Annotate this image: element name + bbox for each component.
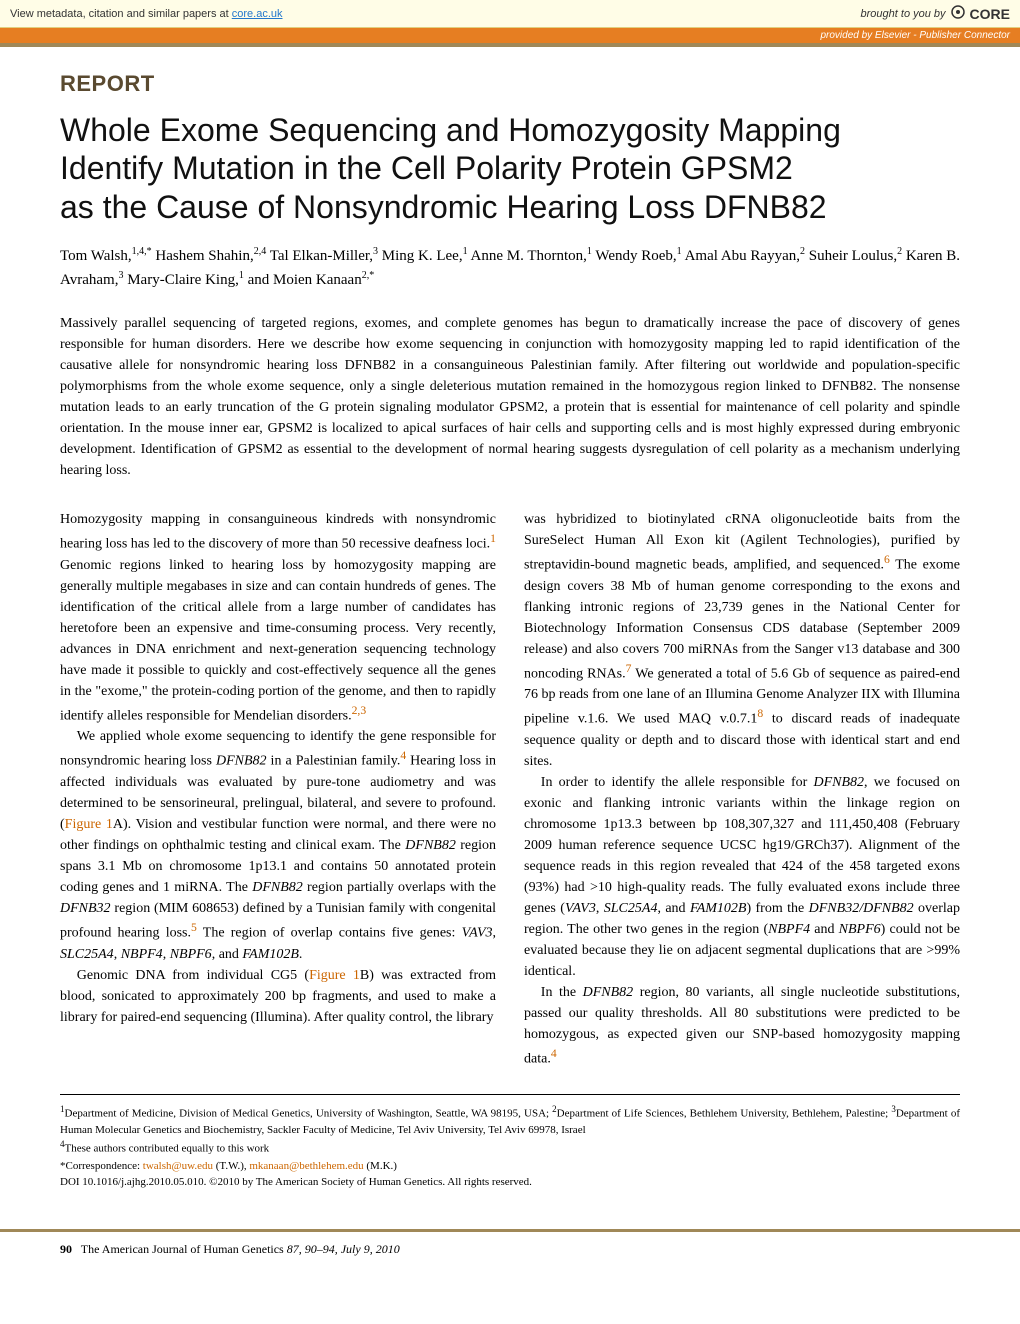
correspondence-email-2[interactable]: mkanaan@bethlehem.edu bbox=[249, 1160, 363, 1172]
metadata-text: View metadata, citation and similar pape… bbox=[10, 8, 232, 20]
equal-contribution: 4These authors contributed equally to th… bbox=[60, 1138, 960, 1157]
body-paragraph: Homozygosity mapping in consanguineous k… bbox=[60, 509, 496, 726]
author-list: Tom Walsh,1,4,* Hashem Shahin,2,4 Tal El… bbox=[60, 244, 960, 291]
core-logo-label: CORE bbox=[970, 6, 1010, 22]
core-banner: View metadata, citation and similar pape… bbox=[0, 0, 1020, 28]
volume-pages-date: 87, 90–94, July 9, 2010 bbox=[287, 1242, 400, 1256]
footnotes: 1Department of Medicine, Division of Med… bbox=[60, 1094, 960, 1191]
section-label: REPORT bbox=[60, 71, 960, 97]
column-right: was hybridized to biotinylated cRNA olig… bbox=[524, 509, 960, 1070]
provided-by-text: provided by Elsevier - Publisher Connect… bbox=[820, 30, 1010, 41]
core-banner-right: brought to you by CORE bbox=[861, 4, 1010, 23]
email1-suffix: (T.W.), bbox=[216, 1160, 250, 1172]
correspondence-email-1[interactable]: twalsh@uw.edu bbox=[143, 1160, 213, 1172]
title-line-3: as the Cause of Nonsyndromic Hearing Los… bbox=[60, 189, 827, 225]
paper-frame: REPORT Whole Exome Sequencing and Homozy… bbox=[0, 43, 1020, 1211]
abstract: Massively parallel sequencing of targete… bbox=[60, 313, 960, 481]
body-paragraph: was hybridized to biotinylated cRNA olig… bbox=[524, 509, 960, 772]
body-paragraph: In order to identify the allele responsi… bbox=[524, 772, 960, 982]
page-number: 90 bbox=[60, 1242, 72, 1256]
body-columns: Homozygosity mapping in consanguineous k… bbox=[60, 509, 960, 1070]
core-link[interactable]: core.ac.uk bbox=[232, 8, 283, 20]
article-title: Whole Exome Sequencing and Homozygosity … bbox=[60, 111, 960, 226]
email2-suffix: (M.K.) bbox=[366, 1160, 397, 1172]
doi-line: DOI 10.1016/j.ajhg.2010.05.010. ©2010 by… bbox=[60, 1174, 960, 1191]
journal-name: The American Journal of Human Genetics bbox=[81, 1242, 287, 1256]
body-paragraph: We applied whole exome sequencing to ide… bbox=[60, 726, 496, 964]
title-line-1: Whole Exome Sequencing and Homozygosity … bbox=[60, 112, 841, 148]
core-logo-icon bbox=[950, 4, 966, 23]
correspondence: *Correspondence: twalsh@uw.edu (T.W.), m… bbox=[60, 1158, 960, 1175]
core-banner-left: View metadata, citation and similar pape… bbox=[10, 8, 283, 20]
page-footer: 90 The American Journal of Human Genetic… bbox=[0, 1232, 1020, 1287]
affiliations: 1Department of Medicine, Division of Med… bbox=[60, 1103, 960, 1139]
brought-by-text: brought to you by bbox=[861, 8, 946, 20]
column-left: Homozygosity mapping in consanguineous k… bbox=[60, 509, 496, 1070]
correspondence-label: *Correspondence: bbox=[60, 1160, 143, 1172]
body-paragraph: In the DFNB82 region, 80 variants, all s… bbox=[524, 982, 960, 1070]
provided-by-bar: provided by Elsevier - Publisher Connect… bbox=[0, 28, 1020, 43]
title-line-2: Identify Mutation in the Cell Polarity P… bbox=[60, 150, 793, 186]
body-paragraph: Genomic DNA from individual CG5 (Figure … bbox=[60, 965, 496, 1028]
